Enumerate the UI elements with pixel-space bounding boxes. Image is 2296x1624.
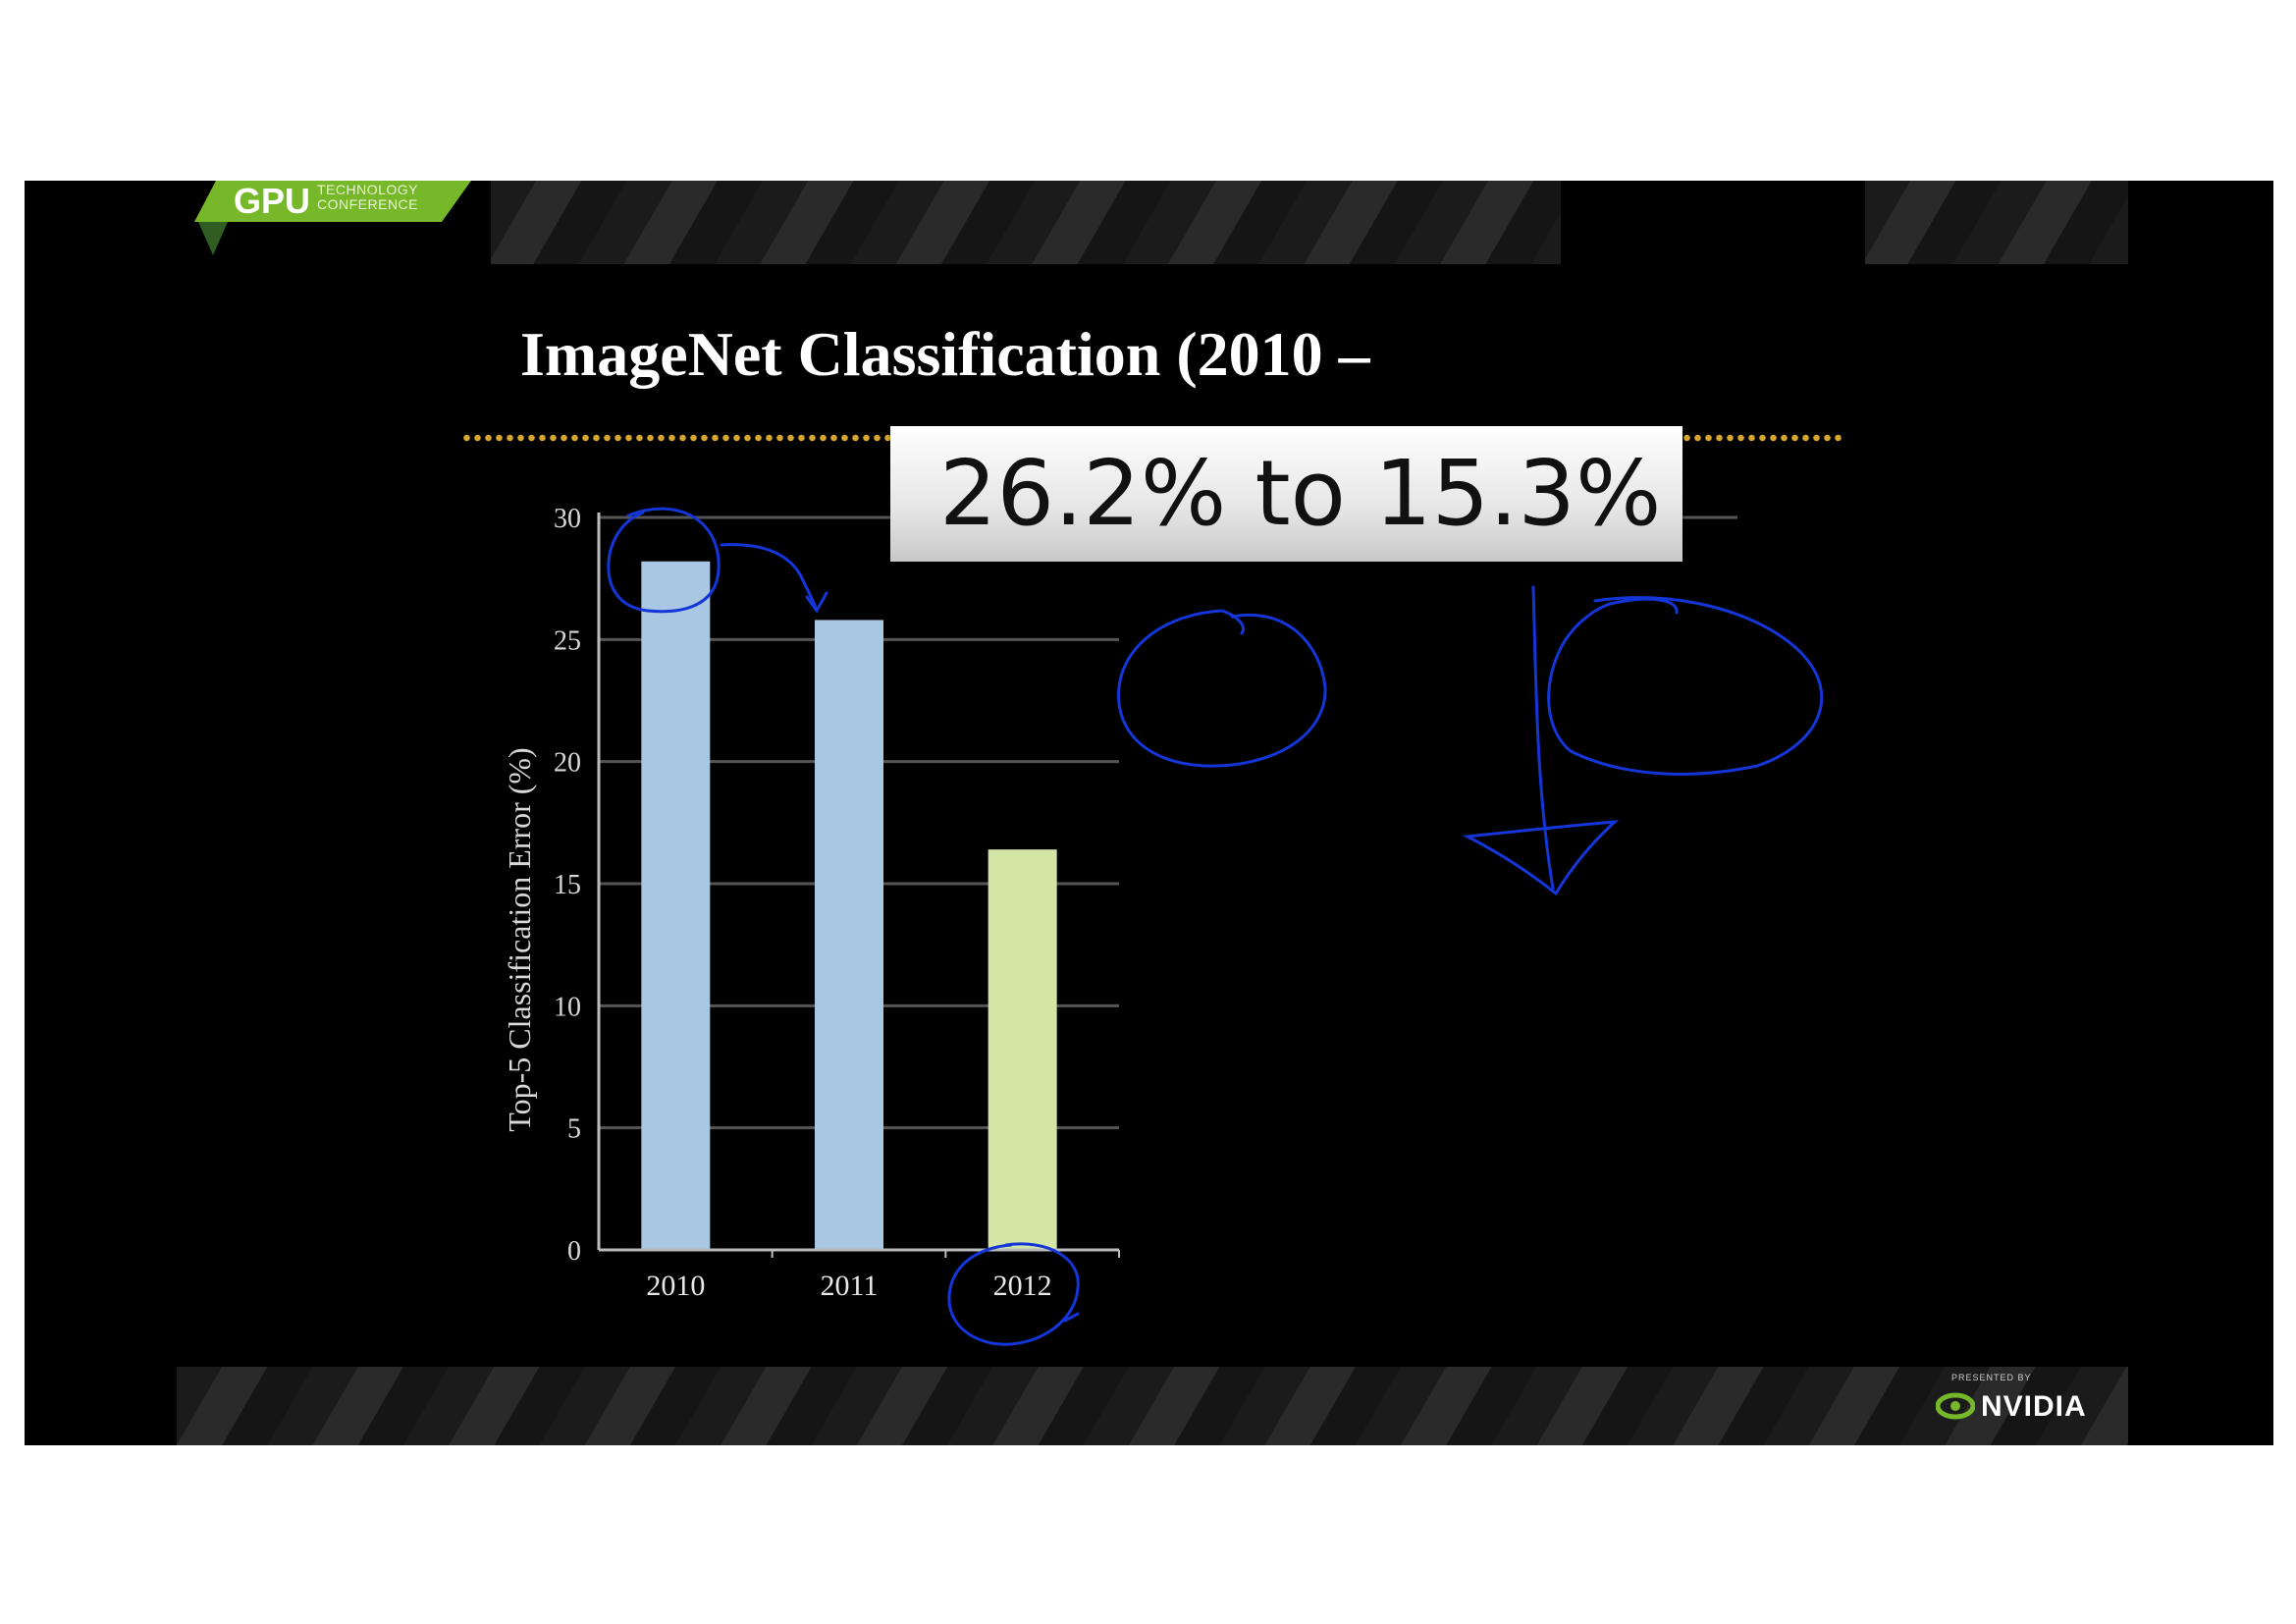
nvidia-logo-presented: PRESENTED BY bbox=[1951, 1373, 2032, 1382]
y-tick-label: 25 bbox=[554, 625, 581, 656]
x-tick-label: 2011 bbox=[821, 1270, 879, 1302]
y-tick-label: 20 bbox=[554, 748, 581, 779]
top-decor-band-right bbox=[1865, 181, 2128, 264]
chart-bars bbox=[641, 561, 1057, 1250]
top-decor-band bbox=[491, 181, 1561, 264]
y-tick-label: 5 bbox=[567, 1114, 581, 1145]
nvidia-logo-name: NVIDIA bbox=[1981, 1390, 2087, 1423]
y-tick-label: 0 bbox=[567, 1236, 581, 1267]
bar-chart: 0 5 10 15 20 25 30 2010 2011 2012 Top-5 Classific… bbox=[502, 504, 1737, 1302]
gtc-logo-shape bbox=[194, 181, 471, 255]
y-tick-label: 30 bbox=[554, 504, 581, 534]
chart-y-axis-label: Top-5 Classification Error (%) bbox=[502, 747, 537, 1131]
y-tick-label: 15 bbox=[554, 870, 581, 900]
bar-2012 bbox=[988, 849, 1057, 1250]
y-tick-label: 10 bbox=[554, 992, 581, 1022]
gtc-logo-line2: CONFERENCE bbox=[317, 196, 419, 212]
nvidia-eye-icon bbox=[1936, 1392, 1975, 1420]
chart-gridlines bbox=[599, 515, 1737, 1130]
nvidia-logo: PRESENTED BY NVIDIA bbox=[1934, 1373, 2101, 1432]
bar-2011 bbox=[815, 620, 883, 1250]
x-tick-label: 2010 bbox=[646, 1270, 705, 1302]
callout-box: 26.2% to 15.3% bbox=[890, 426, 1682, 562]
gtc-logo-line1: TECHNOLOGY bbox=[317, 182, 419, 197]
bottom-decor-band bbox=[177, 1367, 2128, 1445]
bar-2010 bbox=[641, 561, 711, 1250]
x-tick-label: 2012 bbox=[993, 1270, 1052, 1302]
gtc-logo-brand: GPU bbox=[234, 181, 311, 221]
gtc-logo: GPU TECHNOLOGY CONFERENCE bbox=[187, 181, 471, 269]
gtc-logo-subtitle: TECHNOLOGY CONFERENCE bbox=[317, 183, 418, 212]
slide: GPU TECHNOLOGY CONFERENCE ImageNet Class… bbox=[177, 181, 2128, 1445]
slide-title: ImageNet Classification (2010 – bbox=[520, 319, 1370, 389]
